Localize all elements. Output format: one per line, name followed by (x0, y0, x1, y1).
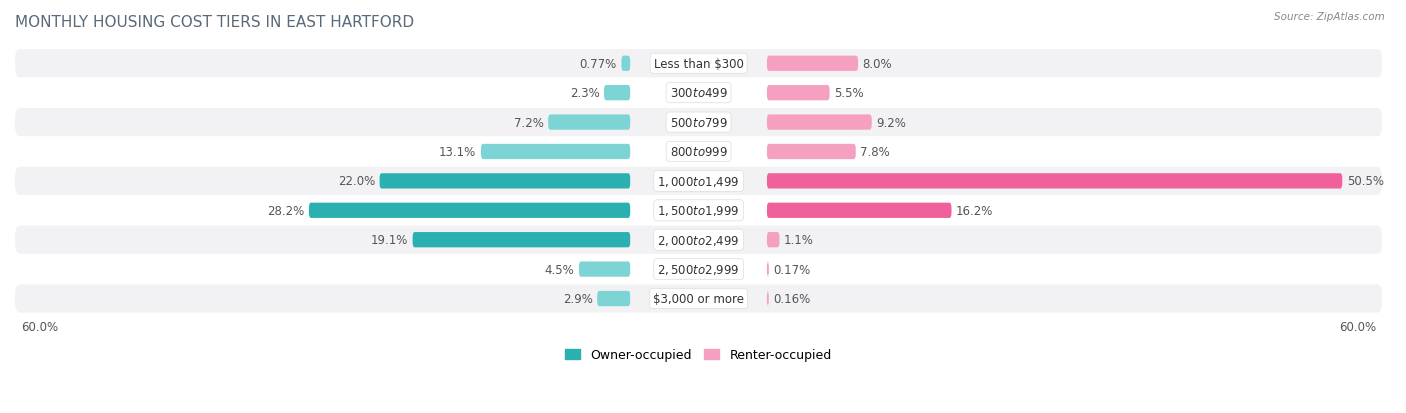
FancyBboxPatch shape (766, 115, 872, 131)
FancyBboxPatch shape (766, 57, 858, 72)
FancyBboxPatch shape (15, 138, 1382, 166)
Text: $1,000 to $1,499: $1,000 to $1,499 (658, 174, 740, 188)
Text: 60.0%: 60.0% (21, 320, 58, 333)
FancyBboxPatch shape (15, 255, 1382, 284)
FancyBboxPatch shape (412, 233, 630, 248)
Legend: Owner-occupied, Renter-occupied: Owner-occupied, Renter-occupied (561, 343, 837, 366)
Text: MONTHLY HOUSING COST TIERS IN EAST HARTFORD: MONTHLY HOUSING COST TIERS IN EAST HARTF… (15, 15, 415, 30)
Text: 2.9%: 2.9% (562, 292, 592, 305)
FancyBboxPatch shape (766, 174, 1343, 189)
Text: 19.1%: 19.1% (371, 234, 408, 247)
FancyBboxPatch shape (766, 203, 952, 218)
Text: Source: ZipAtlas.com: Source: ZipAtlas.com (1274, 12, 1385, 22)
Text: $1,500 to $1,999: $1,500 to $1,999 (658, 204, 740, 218)
FancyBboxPatch shape (621, 57, 630, 72)
Text: $2,500 to $2,999: $2,500 to $2,999 (658, 263, 740, 276)
FancyBboxPatch shape (15, 109, 1382, 137)
Text: 5.5%: 5.5% (834, 87, 863, 100)
Text: 2.3%: 2.3% (569, 87, 599, 100)
FancyBboxPatch shape (766, 291, 769, 306)
Text: 0.16%: 0.16% (773, 292, 811, 305)
Text: 7.8%: 7.8% (860, 146, 890, 159)
FancyBboxPatch shape (380, 174, 630, 189)
FancyBboxPatch shape (605, 86, 630, 101)
Text: 4.5%: 4.5% (544, 263, 575, 276)
FancyBboxPatch shape (598, 291, 630, 306)
Text: $800 to $999: $800 to $999 (669, 146, 727, 159)
Text: $500 to $799: $500 to $799 (669, 116, 727, 129)
FancyBboxPatch shape (15, 167, 1382, 195)
FancyBboxPatch shape (481, 145, 630, 160)
Text: 1.1%: 1.1% (785, 234, 814, 247)
Text: 9.2%: 9.2% (876, 116, 907, 129)
Text: $2,000 to $2,499: $2,000 to $2,499 (658, 233, 740, 247)
FancyBboxPatch shape (15, 197, 1382, 225)
FancyBboxPatch shape (766, 145, 856, 160)
Text: Less than $300: Less than $300 (654, 57, 744, 71)
FancyBboxPatch shape (15, 50, 1382, 78)
Text: 22.0%: 22.0% (337, 175, 375, 188)
FancyBboxPatch shape (766, 262, 769, 277)
FancyBboxPatch shape (15, 79, 1382, 107)
Text: 28.2%: 28.2% (267, 204, 304, 217)
Text: 7.2%: 7.2% (513, 116, 544, 129)
FancyBboxPatch shape (766, 86, 830, 101)
FancyBboxPatch shape (548, 115, 630, 131)
FancyBboxPatch shape (15, 226, 1382, 254)
FancyBboxPatch shape (309, 203, 630, 218)
FancyBboxPatch shape (766, 233, 779, 248)
FancyBboxPatch shape (15, 285, 1382, 313)
Text: 16.2%: 16.2% (956, 204, 994, 217)
Text: 0.17%: 0.17% (773, 263, 811, 276)
FancyBboxPatch shape (579, 262, 630, 277)
Text: 0.77%: 0.77% (579, 57, 617, 71)
Text: 8.0%: 8.0% (863, 57, 893, 71)
Text: $300 to $499: $300 to $499 (669, 87, 727, 100)
Text: 50.5%: 50.5% (1347, 175, 1384, 188)
Text: 60.0%: 60.0% (1340, 320, 1376, 333)
Text: $3,000 or more: $3,000 or more (652, 292, 744, 305)
Text: 13.1%: 13.1% (439, 146, 477, 159)
